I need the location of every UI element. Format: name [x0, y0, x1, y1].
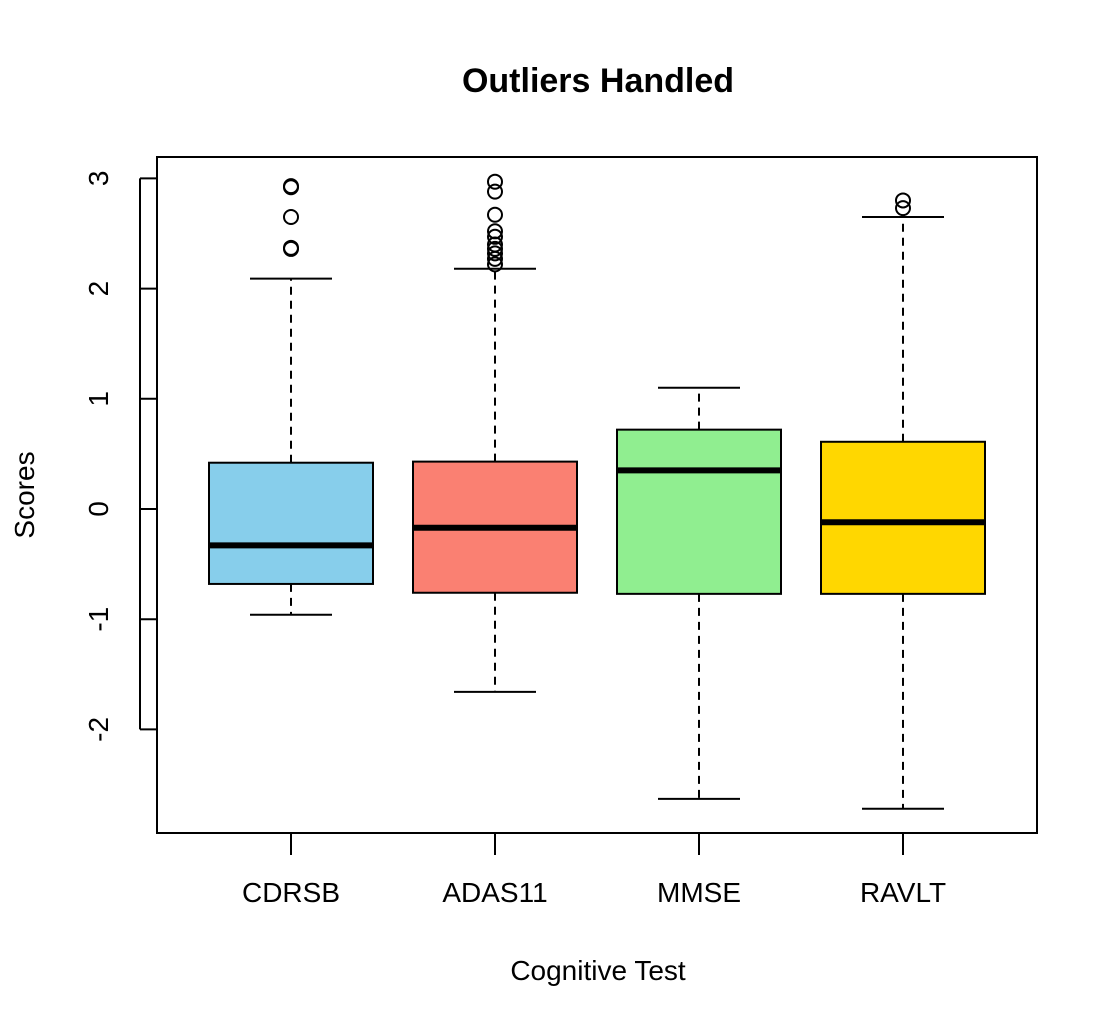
box-iqr [616, 428, 782, 595]
outlier-point [487, 245, 503, 262]
outlier-point [283, 239, 299, 256]
x-axis-label: Cognitive Test [510, 955, 686, 986]
outlier-point [487, 206, 503, 223]
outlier-point [487, 228, 503, 245]
x-tick-label: RAVLT [860, 877, 946, 908]
y-tick-label: -2 [83, 717, 114, 742]
plot-frame [156, 156, 1038, 834]
y-tick-label: 0 [83, 501, 114, 517]
chart-title: Outliers Handled [462, 62, 734, 100]
box-cdrsb [208, 178, 374, 616]
outlier-point [487, 173, 503, 190]
outlier-point [487, 256, 503, 273]
y-tick-label: 2 [83, 281, 114, 297]
box-adas11 [412, 173, 578, 693]
outlier-point [487, 240, 503, 257]
outlier-point [283, 208, 299, 225]
y-axis: 3 2 1 0 -1 -2 [83, 171, 157, 742]
boxes-group [208, 173, 986, 810]
x-tick-label: ADAS11 [442, 877, 547, 908]
outlier-point [895, 200, 911, 217]
y-tick-label: -1 [83, 607, 114, 632]
y-tick-label: 3 [83, 171, 114, 187]
y-tick-label: 1 [83, 391, 114, 407]
box-iqr [820, 440, 986, 595]
box-iqr [208, 461, 374, 585]
outlier-point [283, 178, 299, 195]
outlier-point [895, 192, 911, 209]
x-axis: CDRSB ADAS11 MMSE RAVLT [242, 833, 946, 908]
outlier-point [487, 223, 503, 240]
outlier-point [487, 183, 503, 200]
y-axis-label: Scores [9, 451, 40, 538]
x-tick-label: CDRSB [242, 877, 340, 908]
box-ravlt [820, 192, 986, 810]
x-tick-label: MMSE [657, 877, 741, 908]
box-mmse [616, 386, 782, 800]
